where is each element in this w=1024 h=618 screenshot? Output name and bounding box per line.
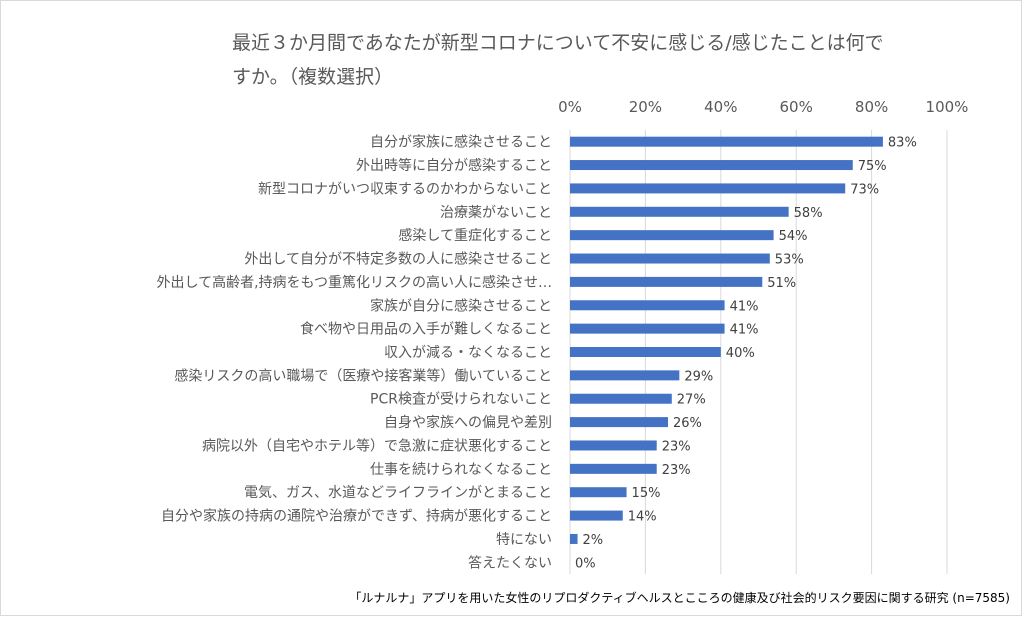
- data-label: 53%: [775, 253, 804, 268]
- data-label: 15%: [632, 486, 661, 501]
- category-label: 家族が自分に感染させること: [370, 297, 552, 314]
- data-label: 75%: [858, 159, 887, 174]
- data-label: 73%: [850, 182, 879, 197]
- category-label: PCR検査が受けられないこと: [370, 392, 552, 408]
- bar: [570, 136, 883, 147]
- bar: [570, 183, 846, 194]
- x-tick-label: 80%: [855, 98, 888, 116]
- category-label: 自分や家族の持病の通院や治療ができず、持病が悪化すること: [161, 508, 552, 525]
- x-tick-label: 100%: [926, 98, 969, 116]
- bar: [570, 206, 789, 217]
- category-label: 食べ物や日用品の入手が難しくなること: [300, 321, 552, 338]
- category-label: 答えたくない: [468, 554, 552, 571]
- category-label: 自分が家族に感染させること: [370, 134, 552, 151]
- data-label: 41%: [730, 323, 759, 338]
- bars: [570, 136, 883, 544]
- category-label: 外出して高齢者,持病をもつ重篤化リスクの高い人に感染させ…: [157, 274, 552, 291]
- bar: [570, 487, 627, 498]
- x-tick-label: 40%: [704, 98, 737, 116]
- x-tick-label: 0%: [558, 98, 582, 116]
- data-label: 40%: [726, 346, 755, 361]
- category-label: 外出して自分が不特定多数の人に感染させること: [244, 251, 552, 268]
- data-label: 51%: [767, 276, 796, 291]
- bar: [570, 370, 680, 381]
- data-label: 27%: [677, 393, 706, 408]
- data-label: 23%: [662, 463, 691, 478]
- category-label: 新型コロナがいつ収束するのかわからないこと: [258, 181, 552, 197]
- data-label: 26%: [673, 416, 702, 431]
- category-label: 自身や家族への偏見や差別: [384, 414, 552, 431]
- category-label: 感染して重症化すること: [398, 227, 552, 244]
- data-label: 54%: [779, 229, 808, 244]
- x-tick-label: 20%: [629, 98, 662, 116]
- category-label: 収入が減る・なくなること: [384, 344, 552, 361]
- source-footnote: 「ルナルナ」アプリを用いた女性のリプロダクティブヘルスとこころの健康及び社会的リ…: [349, 591, 1010, 605]
- category-label: 治療薬がないこと: [440, 204, 552, 221]
- chart-title: 最近３か月間であなたが新型コロナについて不安に感じる/感じたことは何ですか。（複…: [232, 32, 884, 88]
- bar: [570, 533, 578, 544]
- bar: [570, 230, 774, 241]
- bar: [570, 510, 623, 521]
- data-label: 41%: [730, 299, 759, 314]
- bar: [570, 276, 763, 287]
- category-label: 外出時等に自分が感染すること: [356, 157, 552, 174]
- category-label: 仕事を続けられなくなること: [370, 461, 552, 478]
- category-labels: 自分が家族に感染させること外出時等に自分が感染すること新型コロナがいつ収束するの…: [157, 134, 552, 572]
- bar: [570, 347, 721, 357]
- data-label: 0%: [575, 556, 596, 571]
- bar: [570, 417, 669, 428]
- category-label: 特にない: [496, 532, 552, 548]
- data-label: 23%: [662, 439, 691, 454]
- category-label: 電気、ガス、水道などライフラインがとまること: [244, 485, 552, 501]
- data-label: 2%: [583, 533, 604, 548]
- x-tick-label: 60%: [780, 98, 813, 116]
- category-label: 感染リスクの高い職場で（医療や接客業等）働いていること: [174, 367, 552, 384]
- data-label: 14%: [628, 510, 657, 525]
- category-label: 病院以外（自宅やホテル等）で急激に症状悪化すること: [202, 437, 552, 454]
- bar: [570, 160, 853, 171]
- data-label: 29%: [684, 369, 713, 384]
- data-label: 83%: [888, 136, 917, 151]
- bar: [570, 393, 672, 404]
- bar: [570, 253, 770, 264]
- data-labels: 83%75% 73% 58% 54% 53% 51% 41% 41% 40% 29% 27% 26% 2…: [575, 136, 917, 572]
- data-label: 58%: [794, 206, 823, 221]
- bar: [570, 440, 657, 451]
- x-axis-ticks: 0% 20% 40% 60% 80% 100%: [558, 98, 968, 116]
- bar: [570, 300, 725, 311]
- bar: [570, 323, 725, 334]
- bar: [570, 463, 657, 474]
